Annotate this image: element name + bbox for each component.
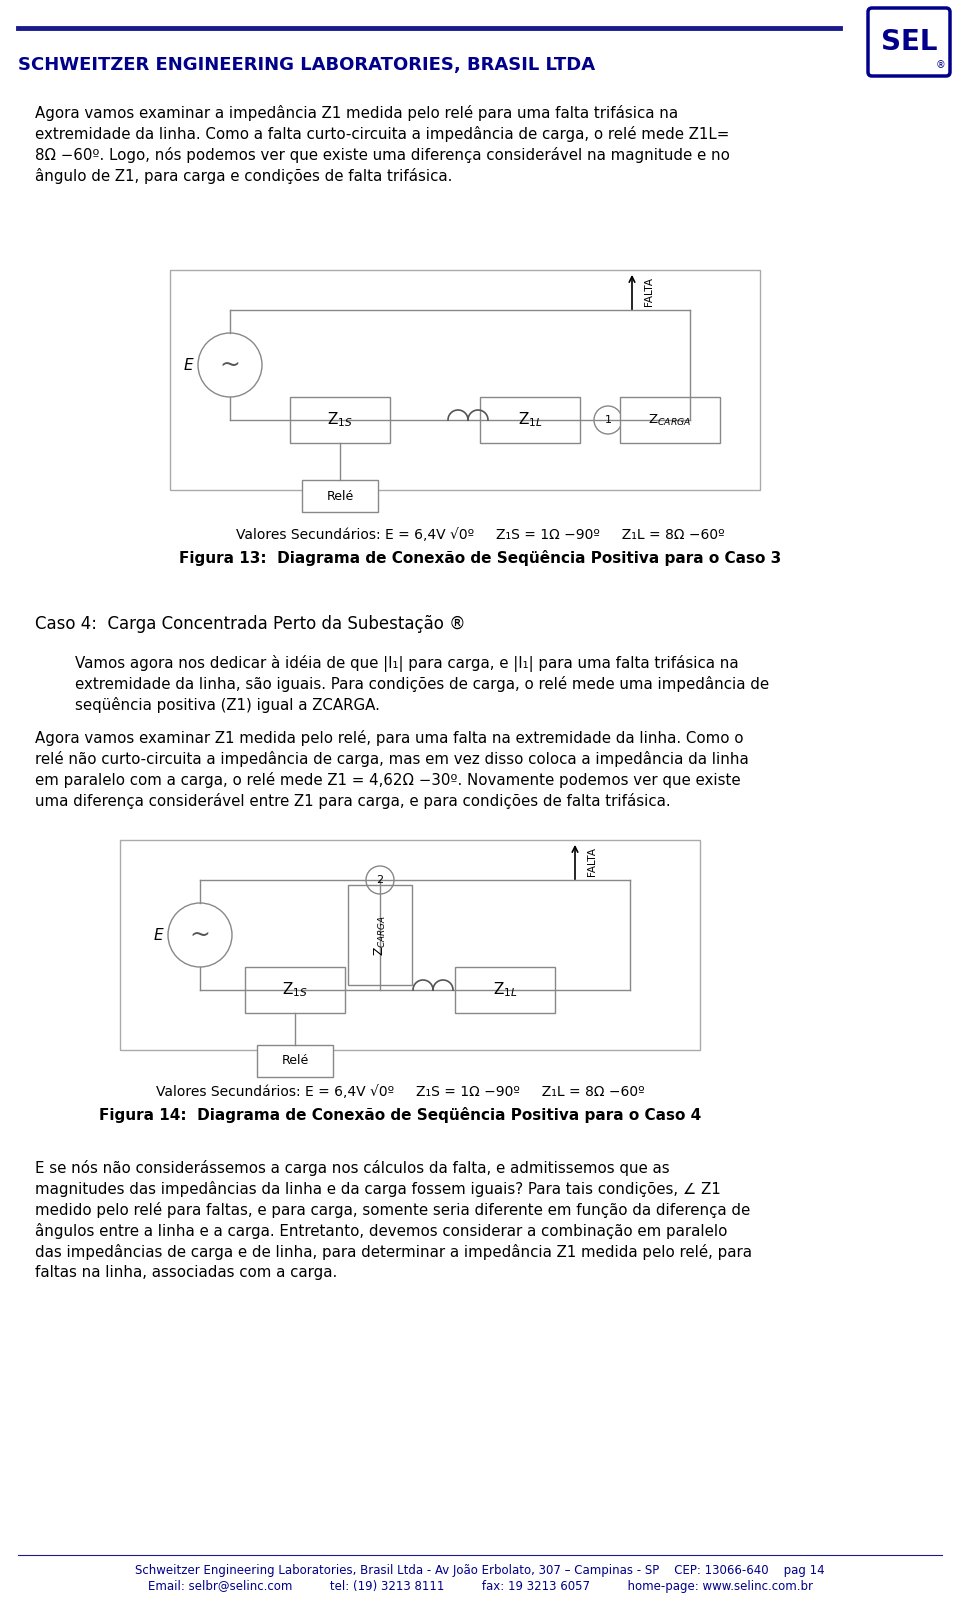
Text: ângulo de Z1, para carga e condições de falta trifásica.: ângulo de Z1, para carga e condições de … (35, 168, 452, 184)
Text: Valores Secundários: E = 6,4V √0º     Z₁S = 1Ω −90º     Z₁L = 8Ω −60º: Valores Secundários: E = 6,4V √0º Z₁S = … (156, 1084, 644, 1099)
Bar (290, 398, 390, 443)
Text: Z$_{1L}$: Z$_{1L}$ (517, 411, 542, 430)
Text: ~: ~ (189, 922, 210, 946)
Text: Schweitzer Engineering Laboratories, Brasil Ltda - Av João Erbolato, 307 – Campi: Schweitzer Engineering Laboratories, Bra… (135, 1564, 825, 1577)
Text: E: E (154, 927, 163, 943)
Text: relé não curto-circuita a impedância de carga, mas em vez disso coloca a impedân: relé não curto-circuita a impedância de … (35, 751, 749, 767)
Text: ~: ~ (220, 353, 240, 377)
Text: em paralelo com a carga, o relé mede Z1 = 4,62Ω −30º. Novamente podemos ver que : em paralelo com a carga, o relé mede Z1 … (35, 772, 740, 788)
Text: ângulos entre a linha e a carga. Entretanto, devemos considerar a combinação em : ângulos entre a linha e a carga. Entreta… (35, 1222, 728, 1238)
Text: Z$_{1S}$: Z$_{1S}$ (282, 980, 308, 999)
Bar (620, 398, 720, 443)
Bar (348, 885, 412, 985)
Text: Email: selbr@selinc.com          tel: (19) 3213 8111          fax: 19 3213 6057 : Email: selbr@selinc.com tel: (19) 3213 8… (148, 1580, 812, 1593)
Bar (302, 480, 378, 512)
Text: Relé: Relé (281, 1054, 308, 1068)
Text: E: E (183, 358, 193, 372)
Text: medido pelo relé para faltas, e para carga, somente seria diferente em função da: medido pelo relé para faltas, e para car… (35, 1201, 751, 1217)
Text: 8Ω −60º. Logo, nós podemos ver que existe uma diferença considerável na magnitud: 8Ω −60º. Logo, nós podemos ver que exist… (35, 148, 730, 164)
Text: Agora vamos examinar Z1 medida pelo relé, para uma falta na extremidade da linha: Agora vamos examinar Z1 medida pelo relé… (35, 730, 743, 746)
Text: Z$_{1L}$: Z$_{1L}$ (492, 980, 517, 999)
Text: Figura 13:  Diagrama de Conexão de Seqüência Positiva para o Caso 3: Figura 13: Diagrama de Conexão de Seqüên… (179, 550, 781, 566)
Text: 2: 2 (376, 876, 384, 885)
Bar (245, 967, 345, 1014)
Text: Z$_{CARGA}$: Z$_{CARGA}$ (372, 914, 388, 956)
Text: Valores Secundários: E = 6,4V √0º     Z₁S = 1Ω −90º     Z₁L = 8Ω −60º: Valores Secundários: E = 6,4V √0º Z₁S = … (236, 528, 724, 542)
Text: extremidade da linha, são iguais. Para condições de carga, o relé mede uma imped: extremidade da linha, são iguais. Para c… (75, 675, 769, 691)
Text: ®: ® (935, 59, 945, 71)
Text: 1: 1 (605, 415, 612, 425)
FancyBboxPatch shape (868, 8, 950, 75)
Bar (257, 1044, 333, 1076)
Text: uma diferença considerável entre Z1 para carga, e para condições de falta trifás: uma diferença considerável entre Z1 para… (35, 792, 671, 808)
Text: SEL: SEL (880, 27, 937, 56)
Text: Relé: Relé (326, 489, 353, 502)
Text: Figura 14:  Diagrama de Conexão de Seqüência Positiva para o Caso 4: Figura 14: Diagrama de Conexão de Seqüên… (99, 1107, 701, 1123)
Bar (480, 398, 580, 443)
Text: FALTA: FALTA (644, 277, 654, 306)
Text: E se nós não considerássemos a carga nos cálculos da falta, e admitissemos que a: E se nós não considerássemos a carga nos… (35, 1160, 670, 1176)
Text: extremidade da linha. Como a falta curto-circuita a impedância de carga, o relé : extremidade da linha. Como a falta curto… (35, 127, 730, 143)
Text: das impedâncias de carga e de linha, para determinar a impedância Z1 medida pelo: das impedâncias de carga e de linha, par… (35, 1245, 752, 1261)
Text: Z$_{CARGA}$: Z$_{CARGA}$ (648, 412, 691, 428)
Text: magnitudes das impedâncias da linha e da carga fossem iguais? Para tais condiçõe: magnitudes das impedâncias da linha e da… (35, 1181, 721, 1197)
Bar (455, 967, 555, 1014)
Bar (170, 269, 760, 489)
Bar (120, 840, 700, 1051)
Text: Agora vamos examinar a impedância Z1 medida pelo relé para uma falta trifásica n: Agora vamos examinar a impedância Z1 med… (35, 104, 678, 120)
Text: faltas na linha, associadas com a carga.: faltas na linha, associadas com a carga. (35, 1266, 337, 1280)
Text: Caso 4:  Carga Concentrada Perto da Subestação ®: Caso 4: Carga Concentrada Perto da Subes… (35, 614, 466, 634)
Text: seqüência positiva (Z1) igual a ZCARGA.: seqüência positiva (Z1) igual a ZCARGA. (75, 698, 380, 714)
Text: FALTA: FALTA (587, 847, 597, 876)
Text: Z$_{1S}$: Z$_{1S}$ (327, 411, 353, 430)
Text: SCHWEITZER ENGINEERING LABORATORIES, BRASIL LTDA: SCHWEITZER ENGINEERING LABORATORIES, BRA… (18, 56, 595, 74)
Text: Vamos agora nos dedicar à idéia de que |I₁| para carga, e |I₁| para uma falta tr: Vamos agora nos dedicar à idéia de que |… (75, 654, 738, 672)
